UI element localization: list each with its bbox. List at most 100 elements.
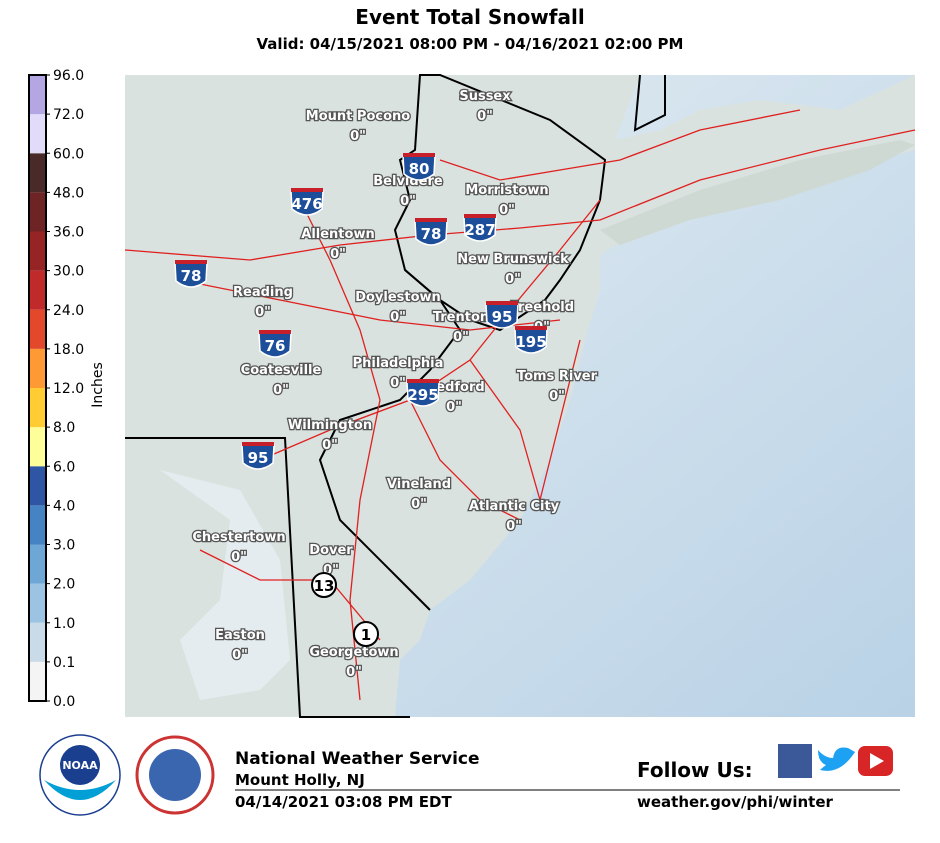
city-name: Coatesville: [241, 363, 322, 378]
city-value: 0": [446, 400, 462, 415]
colorbar-bin: [29, 270, 46, 310]
shield-top: [464, 214, 496, 218]
shield: [414, 220, 448, 246]
facebook-icon[interactable]: [778, 744, 812, 778]
city-value: 0": [346, 665, 362, 680]
city-name: Freehold: [510, 300, 574, 315]
colorbar-tick-label: 24.0: [53, 303, 84, 319]
city-name: Wilmington: [288, 418, 372, 433]
colorbar-tick-label: 4.0: [53, 498, 75, 514]
colorbar-tick-label: 36.0: [53, 225, 84, 241]
colorbar-bin: [29, 544, 46, 584]
city-value: 0": [255, 305, 271, 320]
shield-number: 95: [492, 308, 513, 326]
footer: NOAA National Weather Service Mount Holl…: [39, 734, 900, 816]
follow: Follow Us:: [637, 758, 753, 782]
city-name: Atlantic City: [469, 499, 560, 514]
shield: [485, 303, 519, 329]
city-value: 0": [273, 383, 289, 398]
city-name: Chestertown: [192, 530, 285, 545]
city-value: 0": [499, 203, 515, 218]
colorbar-tick-label: 30.0: [53, 264, 84, 280]
shield: [290, 190, 324, 216]
issued: 04/14/2021 03:08 PM EDT: [235, 793, 452, 811]
colorbar-tick-label: 0.0: [53, 694, 75, 710]
city-name: Reading: [233, 285, 293, 300]
shield-number: 95: [248, 449, 269, 467]
map: [124, 74, 916, 718]
colorbar-tick-label: 12.0: [53, 381, 84, 397]
colorbar-tick-label: 8.0: [53, 420, 75, 436]
shield-number: 13: [314, 577, 335, 595]
shield-top: [291, 188, 323, 192]
shield-number: 78: [181, 267, 202, 285]
city-name: Mount Pocono: [306, 109, 410, 124]
shield-top: [515, 326, 547, 330]
city-name: Trenton: [433, 310, 489, 325]
city-value: 0": [505, 272, 521, 287]
colorbar-tick-label: 2.0: [53, 577, 75, 593]
title: Event Total Snowfall: [355, 5, 584, 29]
subtitle: Valid: 04/15/2021 08:00 PM - 04/16/2021 …: [257, 35, 684, 53]
colorbar-bin: [29, 75, 46, 115]
colorbar-tick-label: 48.0: [53, 185, 84, 201]
shield-top: [486, 301, 518, 305]
shield-number: 195: [515, 333, 546, 351]
shield-top: [415, 218, 447, 222]
city-value: 0": [411, 497, 427, 512]
colorbar-bin: [29, 348, 46, 388]
shield: [402, 155, 436, 181]
colorbar-tick-label: 18.0: [53, 342, 84, 358]
city-name: Allentown: [301, 227, 374, 242]
shield-top: [175, 260, 207, 264]
colorbar-tick-label: 72.0: [53, 107, 84, 123]
colorbar-tick-label: 3.0: [53, 538, 75, 554]
shield-number: 1: [361, 626, 371, 644]
city-value: 0": [322, 438, 338, 453]
city-name: Doylestown: [355, 290, 441, 305]
colorbar-label: Inches: [90, 362, 106, 407]
agency: National Weather Service: [235, 749, 480, 769]
colorbar-bin: [29, 231, 46, 271]
colorbar-bin: [29, 309, 46, 349]
city-value: 0": [330, 247, 346, 262]
noaa-logo-text: NOAA: [62, 759, 98, 772]
city-value: 0": [506, 519, 522, 534]
shield: [174, 262, 208, 288]
highway-shields: 80 476 78 287 78 95 76 195 295 95 13 1: [174, 153, 548, 647]
city-value: 0": [400, 194, 416, 209]
shield-number: 80: [409, 160, 430, 178]
shield-number: 295: [407, 386, 438, 404]
colorbar-tick-label: 6.0: [53, 459, 75, 475]
city-value: 0": [232, 648, 248, 663]
city-value: 0": [350, 129, 366, 144]
city-value: 0": [549, 389, 565, 404]
city-name: New Brunswick: [457, 252, 569, 267]
colorbar-bin: [29, 192, 46, 232]
shield: [311, 572, 337, 598]
city-value: 0": [477, 109, 493, 124]
shield: [353, 621, 379, 647]
shield-number: 76: [265, 337, 286, 355]
shield-number: 287: [464, 221, 495, 239]
colorbar-tick-label: 0.1: [53, 655, 75, 671]
city-name: Vineland: [387, 477, 451, 492]
shield: [241, 444, 275, 470]
colorbar-bin: [29, 427, 46, 467]
shield-top: [242, 442, 274, 446]
colorbar-tick-label: 60.0: [53, 146, 84, 162]
colorbar-bin: [29, 583, 46, 623]
colorbar-bin: [29, 661, 46, 701]
twitter-icon[interactable]: [818, 747, 855, 771]
colorbar-bin: [29, 622, 46, 662]
city-name: Dover: [309, 543, 353, 558]
city-name: Philadelphia: [353, 356, 444, 371]
colorbar: 0.0 0.1 1.0 2.0 3.0 4.0 6.0 8.0 12.0 18.0 24.0 30.0…: [28, 68, 84, 710]
colorbar-bin: [29, 466, 46, 506]
colorbar-bin: [29, 114, 46, 154]
colorbar-bin: [29, 505, 46, 545]
shield-top: [259, 330, 291, 334]
url[interactable]: weather.gov/phi/winter: [637, 793, 833, 811]
